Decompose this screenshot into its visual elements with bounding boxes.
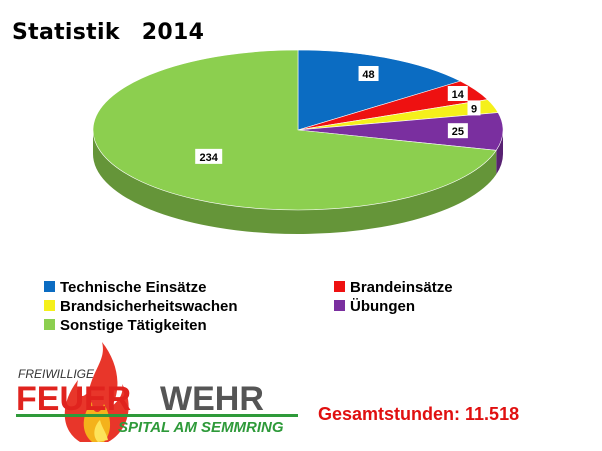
svg-text:48: 48 <box>362 69 374 81</box>
legend-swatch-2 <box>44 300 55 311</box>
pie-slice-4 <box>92 49 497 211</box>
legend-item-0: Technische Einsätze <box>44 279 206 296</box>
legend-item-2: Brandsicherheitswachen <box>44 298 238 315</box>
legend-swatch-3 <box>334 300 345 311</box>
data-label-1: 14 <box>447 86 468 101</box>
logo-main-right: WEHR <box>160 380 264 418</box>
legend-label-0: Technische Einsätze <box>60 279 207 296</box>
svg-text:14: 14 <box>452 89 465 101</box>
logo-main-left: FEUER <box>16 380 131 418</box>
legend-swatch-0 <box>44 281 55 292</box>
chart-title: Statistik 2014 <box>12 20 204 45</box>
legend-item-3: Übungen <box>334 298 415 315</box>
svg-text:9: 9 <box>471 103 477 115</box>
legend-item-4: Sonstige Tätigkeiten <box>44 317 207 334</box>
svg-text:25: 25 <box>452 126 464 138</box>
pie-slice-3 <box>297 112 504 151</box>
svg-text:234: 234 <box>200 152 219 164</box>
title-label: Statistik <box>12 20 120 45</box>
data-label-2: 9 <box>467 100 481 116</box>
logo-top-text: FREIWILLIGE <box>18 367 95 381</box>
data-label-0: 48 <box>358 66 379 82</box>
pie-slice-side-4 <box>93 130 497 234</box>
data-label-3: 25 <box>447 123 468 139</box>
data-label-4: 234 <box>195 148 223 164</box>
legend-item-1: Brandeinsätze <box>334 279 453 296</box>
legend-label-1: Brandeinsätze <box>350 279 453 296</box>
legend-label-3: Übungen <box>350 298 415 315</box>
feuerwehr-logo: FREIWILLIGE FEUER WEHR SPITAL AM SEMMRIN… <box>16 342 298 442</box>
legend-swatch-1 <box>334 281 345 292</box>
logo-sub-text: SPITAL AM SEMMRING <box>118 419 284 436</box>
total-hours: Gesamtstunden: 11.518 <box>318 404 520 424</box>
pie-slice-0 <box>297 49 462 131</box>
legend-label-2: Brandsicherheitswachen <box>60 298 238 315</box>
pie-chart: 48 14 9 25 234 <box>92 49 504 234</box>
legend-label-4: Sonstige Tätigkeiten <box>60 317 207 334</box>
title-year: 2014 <box>141 20 205 45</box>
legend-swatch-4 <box>44 319 55 330</box>
